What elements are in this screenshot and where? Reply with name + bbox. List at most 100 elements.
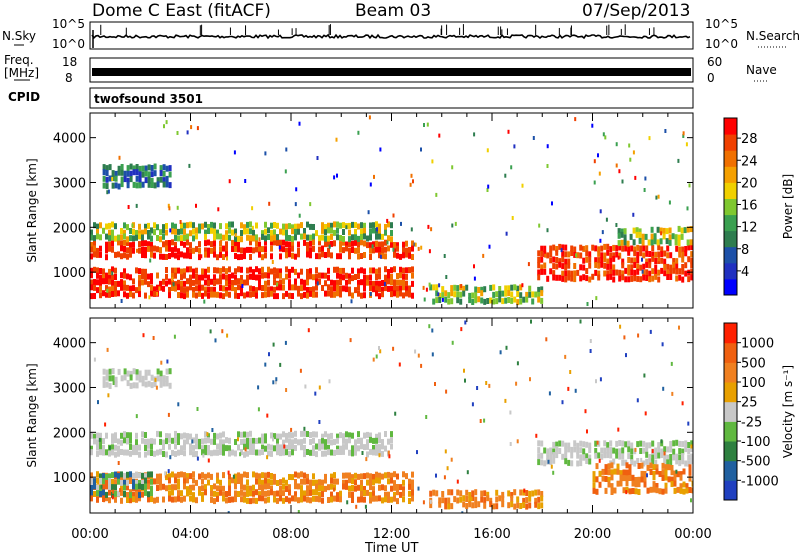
power-cell (435, 192, 438, 197)
velocity-cell (552, 470, 555, 475)
nsky-tick-bottom: 10^0 (52, 37, 85, 51)
power-cell (159, 236, 162, 243)
velocity-cell (114, 381, 118, 388)
power-cell (111, 240, 114, 247)
power-cell (123, 291, 126, 298)
power-cell (657, 194, 660, 199)
velocity-cell (360, 473, 363, 480)
velocity-cell (445, 389, 448, 394)
power-cell (108, 278, 111, 285)
power-cell (617, 255, 620, 260)
power-cell (555, 246, 559, 252)
power-cell (345, 241, 348, 248)
power-cell (312, 286, 315, 293)
power-cell (271, 260, 274, 264)
power-cell (106, 288, 109, 293)
velocity-cell (589, 349, 592, 353)
velocity-cell (604, 487, 608, 494)
power-cell (669, 268, 673, 275)
power-cell (111, 285, 114, 292)
velocity-cell (649, 486, 653, 493)
velocity-cell (294, 430, 297, 437)
power-cell (156, 291, 159, 296)
velocity-cell (162, 439, 165, 446)
power-cell (291, 224, 294, 231)
velocity-cell (485, 381, 488, 385)
power-cell (147, 171, 151, 178)
velocity-cell (569, 370, 572, 374)
velocity-cell (144, 374, 148, 381)
velocity-cell (634, 481, 638, 488)
velocity-cell (637, 463, 641, 469)
velocity-cell (273, 478, 276, 485)
power-cell (348, 229, 351, 236)
power-cell (99, 251, 102, 258)
velocity-cell (690, 446, 693, 453)
velocity-cell (153, 497, 156, 504)
power-cell (171, 239, 174, 246)
power-cell (114, 286, 117, 293)
power-cell (180, 251, 183, 258)
velocity-cell (474, 502, 478, 509)
power-cell (677, 240, 681, 246)
velocity-cell (150, 438, 153, 445)
velocity-cell (240, 439, 243, 445)
power-cell (417, 246, 420, 251)
colorbar-tick-label: 24 (741, 154, 758, 169)
power-cell (663, 270, 667, 277)
velocity-cell (366, 479, 369, 486)
velocity-cell (294, 491, 297, 498)
velocity-cell (555, 446, 559, 453)
power-cell (375, 246, 378, 253)
velocity-cell (687, 421, 690, 426)
velocity-cell (441, 497, 445, 504)
velocity-cell (177, 490, 180, 497)
colorbar-swatch (724, 342, 737, 363)
velocity-cell (234, 473, 237, 480)
velocity-cell (291, 432, 294, 439)
velocity-cell (114, 432, 117, 439)
power-cell (117, 183, 121, 190)
velocity-cell (96, 496, 99, 503)
velocity-cell (369, 473, 372, 480)
power-cell (316, 156, 319, 160)
velocity-cell (651, 449, 654, 454)
power-cell (318, 235, 321, 242)
power-cell (621, 245, 625, 252)
velocity-cell (141, 484, 144, 490)
power-cell (498, 296, 502, 303)
power-cell (510, 284, 514, 291)
velocity-cell (276, 497, 279, 504)
power-cell (213, 228, 216, 235)
power-cell (189, 279, 192, 286)
power-cell (324, 241, 327, 248)
velocity-cell (393, 480, 396, 487)
velocity-cell (234, 483, 237, 490)
velocity-cell (126, 380, 130, 387)
power-cell (150, 235, 153, 242)
velocity-cell (165, 376, 169, 382)
power-cell (144, 170, 148, 177)
velocity-cell (240, 473, 243, 480)
power-cell (222, 273, 225, 280)
colorbar-tick-label: -1000 (741, 474, 779, 489)
velocity-cell (168, 491, 171, 497)
power-cell (315, 291, 318, 298)
power-cell (363, 227, 366, 234)
velocity-cell (378, 472, 381, 479)
velocity-cell (354, 485, 357, 492)
velocity-cell (243, 471, 246, 478)
power-cell (153, 252, 156, 259)
velocity-cell (309, 484, 312, 491)
velocity-cell (219, 485, 222, 492)
power-cell (192, 291, 195, 298)
power-cell (321, 222, 324, 229)
velocity-cell (523, 488, 526, 493)
velocity-cell (534, 489, 538, 496)
power-cell (258, 268, 261, 275)
velocity-cell (159, 370, 163, 377)
velocity-cell (249, 437, 252, 444)
power-cell (126, 165, 130, 172)
power-cell (195, 233, 198, 240)
velocity-cell (264, 362, 267, 367)
